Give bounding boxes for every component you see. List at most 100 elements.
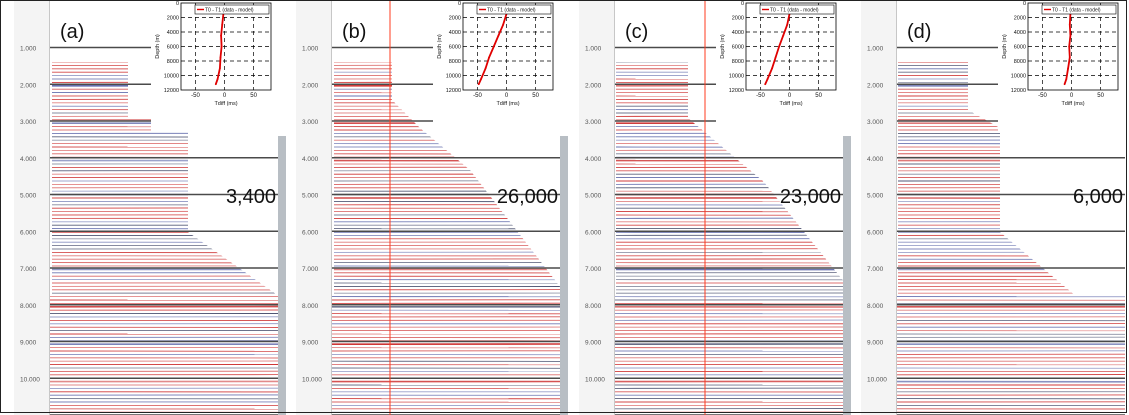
depth-tick-label: 7.000 [20,266,37,273]
panel-label: (d) [907,21,931,43]
inset-xtick-label: -50 [191,93,200,99]
value-label: 6,000 [1073,186,1123,208]
inset-curve-point [1067,67,1069,70]
panel-separator [560,136,568,415]
inset-ytick-label: 2000 [732,16,744,22]
depth-tick-label: 9.000 [585,340,602,347]
inset-ytick-label: 0 [176,1,179,7]
inset-xtick-label: 50 [532,93,539,99]
depth-tick-label: 6.000 [302,229,319,236]
depth-axis-strip [14,0,50,415]
panel-label: (a) [60,21,84,43]
inset-xtick-label: 50 [815,93,822,99]
depth-tick-label: 2.000 [585,82,602,89]
inset-curve-point [1065,78,1068,80]
inset-xtick-label: 0 [1070,93,1074,99]
inset-ytick-label: 6000 [167,45,179,51]
inset-curve [477,13,508,85]
depth-axis-strip [861,0,897,415]
depth-tick-label: 10.000 [585,376,605,383]
inset-ytick-label: 2000 [1014,16,1026,22]
depth-inset: 0 2000 4000 6000 8000 10000 12000 -50 0 50 Tdiff (… [998,0,1128,131]
inset-curve-point [766,78,769,80]
inset-curve [764,13,791,85]
panel-label: (c) [625,21,648,43]
inset-xlabel: Tdiff (ms) [779,101,802,107]
inset-curve-point [480,78,482,80]
depth-tick-label: 7.000 [867,266,884,273]
depth-tick-label: 2.000 [867,82,884,89]
depth-tick-label: 10.000 [20,376,40,383]
depth-tick-label: 9.000 [867,340,884,347]
depth-tick-label: 8.000 [302,303,319,310]
inset-curve-point [216,78,219,80]
inset-background [716,0,846,131]
inset-curve-point [771,67,773,70]
inset-ytick-label: 4000 [167,30,179,36]
inset-ytick-label: 10000 [446,74,461,80]
inset-curve-point [1068,45,1071,48]
panel-label: (b) [342,21,366,43]
inset-xtick-label: 50 [250,93,257,99]
inset-ytick-label: 0 [458,1,461,7]
inset-legend-box [194,4,270,15]
inset-curve-point [219,67,221,70]
depth-tick-label: 2.000 [302,82,319,89]
depth-tick-label: 3.000 [867,119,884,126]
inset-curve-point [764,83,767,86]
inset-curve-point [219,56,222,59]
depth-tick-label: 6.000 [867,229,884,236]
inset-xlabel: Tdiff (ms) [496,101,519,107]
depth-tick-label: 7.000 [585,266,602,273]
inset-ytick-label: 10000 [1011,74,1026,80]
depth-tick-label: 3.000 [20,119,37,126]
depth-tick-label: 1.000 [867,46,884,53]
inset-ytick-label: 4000 [1014,30,1026,36]
inset-ytick-label: 2000 [449,16,461,22]
inset-curve-point [502,23,504,26]
inset-curve-point [497,34,500,37]
panel-b: 1.000 2.000 3.000 4.000 5.000 6.000 7.000 8.000… [296,0,568,415]
inset-ytick-label: 6000 [449,45,461,51]
inset-ylabel: Depth (m) [720,34,726,59]
inset-xtick-label: -50 [473,93,482,99]
depth-tick-label: 5.000 [20,193,37,200]
inset-ytick-label: 8000 [449,59,461,65]
inset-curve-point [214,83,217,86]
inset-ytick-label: 4000 [732,30,744,36]
depth-inset: 0 2000 4000 6000 8000 10000 12000 -50 0 50 Tdiff (… [433,0,563,131]
inset-ylabel: Depth (m) [1002,34,1008,59]
inset-curve-point [221,23,224,26]
inset-ytick-label: 10000 [729,74,744,80]
inset-curve [1063,13,1072,85]
inset-legend-box [759,4,835,15]
depth-tick-label: 3.000 [302,119,319,126]
inset-background [998,0,1128,131]
depth-tick-label: 6.000 [585,229,602,236]
inset-ytick-label: 8000 [167,59,179,65]
inset-curve-point [778,45,780,48]
inset-xtick-label: -50 [1038,93,1047,99]
depth-tick-label: 5.000 [867,193,884,200]
inset-curve-point [1069,34,1072,37]
inset-ytick-label: 0 [1023,1,1026,7]
depth-tick-label: 1.000 [585,46,602,53]
depth-inset: 0 2000 4000 6000 8000 10000 12000 -50 0 50 Tdiff (… [716,0,846,131]
inset-ytick-label: 6000 [732,45,744,51]
depth-tick-label: 1.000 [302,46,319,53]
inset-legend-label: T0 - T1 (data - model) [487,8,536,14]
inset-curve-point [488,56,490,59]
inset-ytick-label: 10000 [164,74,179,80]
depth-tick-label: 3.000 [585,119,602,126]
inset-background [433,0,563,131]
inset-curve-point [220,34,222,37]
inset-legend-label: T0 - T1 (data - model) [1052,8,1101,14]
value-label: 3,400 [226,186,276,208]
inset-curve-point [1063,83,1066,86]
depth-tick-label: 1.000 [20,46,37,53]
depth-tick-label: 5.000 [585,193,602,200]
value-label: 23,000 [780,186,841,208]
inset-curve-point [477,83,480,86]
panel-separator [843,136,851,415]
